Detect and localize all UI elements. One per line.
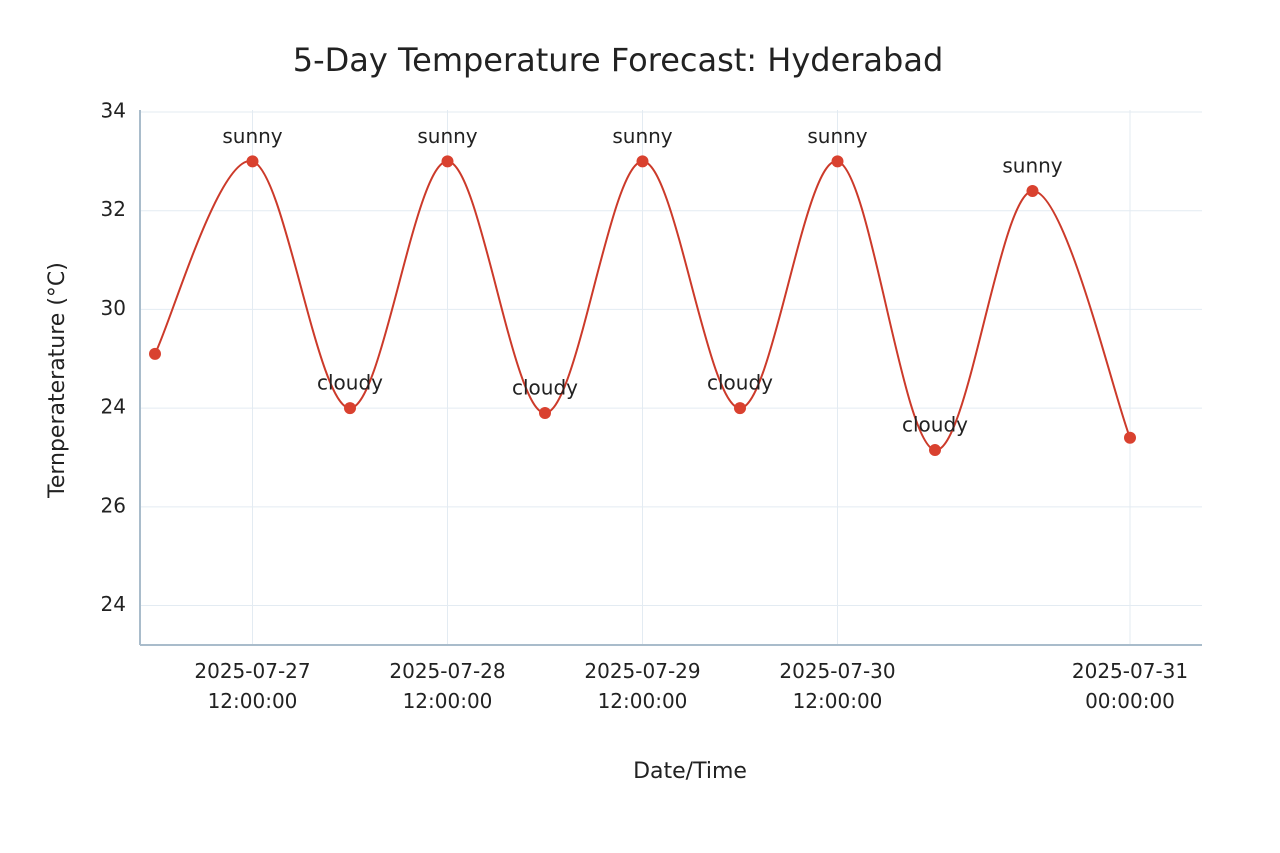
x-tick-label: 2025-07-29 12:00:00	[584, 659, 701, 713]
y-tick-label: 24	[101, 395, 126, 419]
annotation: cloudy	[317, 371, 383, 395]
point	[1124, 431, 1136, 444]
y-tick-label: 32	[101, 197, 126, 221]
annotation: sunny	[417, 124, 477, 148]
point	[441, 155, 454, 168]
x-tick-label: 2025-07-31 00:00:00	[1071, 659, 1189, 713]
chart-title: 5-Day Temperature Forecast: Hyderabad	[293, 41, 944, 79]
annotation: sunny	[807, 124, 867, 148]
x-tick-label: 2025-07-28 12:00:00	[389, 659, 506, 713]
annotation: cloudy	[707, 371, 773, 395]
x-axis-label: Date/Time	[633, 759, 747, 784]
point	[734, 402, 746, 415]
y-tick-label: 34	[101, 99, 126, 123]
point	[636, 155, 649, 168]
x-tick-label: 2025-07-30 12:00:00	[779, 659, 896, 713]
point	[1026, 184, 1039, 197]
annotation: cloudy	[512, 376, 578, 400]
point	[246, 155, 259, 168]
y-tick-label: 30	[101, 296, 126, 320]
annotation: sunny	[1002, 153, 1062, 177]
annotation: cloudy	[902, 413, 968, 437]
x-tick-label: 2025-07-27 12:00:00	[194, 659, 311, 713]
point	[539, 407, 551, 420]
y-axis-label: Ternperaterature (°C)	[45, 262, 70, 499]
y-tick-label: 26	[101, 493, 126, 517]
point	[149, 347, 161, 360]
annotation: sunny	[222, 124, 282, 148]
annotation: sunny	[612, 124, 672, 148]
point	[929, 444, 941, 457]
point	[831, 155, 844, 168]
point	[344, 402, 356, 415]
y-tick-label: 24	[101, 592, 126, 616]
